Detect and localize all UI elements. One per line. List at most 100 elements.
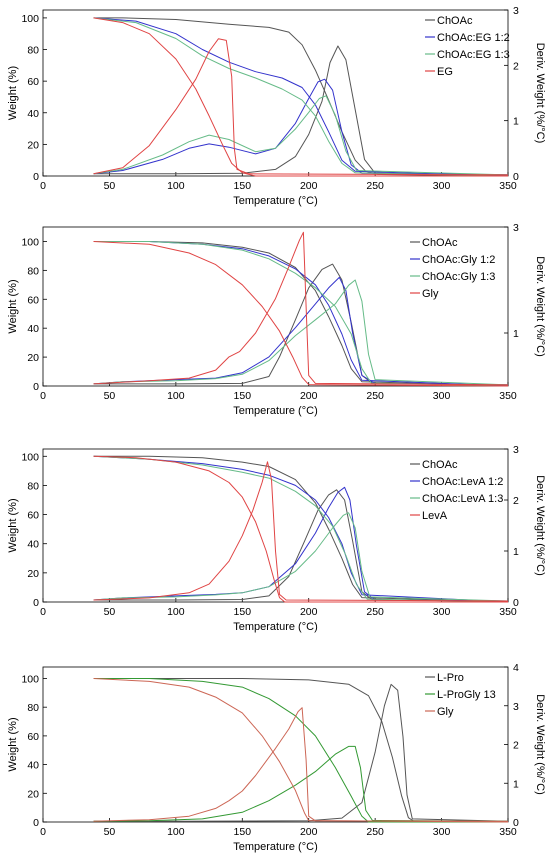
weight-line [93, 678, 508, 823]
y-tick-label: 100 [21, 13, 39, 25]
weight-line [93, 17, 509, 177]
x-tick-label: 150 [234, 606, 252, 618]
plot-frame [42, 448, 509, 603]
legend-label: ChOAc:Gly 1:2 [422, 254, 495, 266]
x-tick-label: 50 [104, 390, 116, 402]
y2-tick-label: 4 [513, 662, 519, 674]
weight-line [93, 455, 509, 603]
x-tick-label: 250 [366, 606, 384, 618]
y2-tick-label: 0 [513, 597, 519, 609]
x-tick-label: 50 [104, 606, 116, 618]
y2-tick-label: 1 [513, 546, 519, 558]
y2-tick-label: 2 [513, 495, 519, 507]
chart-panel-4: 0 50 100 150 200 250 300 35002040608010001234Te… [7, 662, 546, 853]
y-tick-label: 60 [27, 731, 39, 743]
deriv-line [93, 745, 509, 822]
legend-label: Gly [437, 706, 454, 718]
x-tick-label: 300 [433, 180, 451, 192]
series-4 [93, 17, 509, 177]
x-tick-label: 100 [167, 826, 185, 838]
deriv-line [93, 45, 509, 176]
weight-line [93, 678, 509, 823]
series-2 [93, 455, 509, 603]
series-3 [93, 455, 509, 603]
y-tick-label: 80 [27, 45, 39, 57]
y2-tick-label: 3 [513, 5, 519, 17]
series-3 [93, 17, 509, 177]
y-tick-label: 20 [27, 788, 39, 800]
y-axis-label: Weight (%) [7, 717, 19, 771]
y-tick-label: 80 [27, 480, 39, 492]
deriv-line [93, 489, 509, 602]
weight-line [93, 455, 509, 603]
deriv-line [93, 486, 509, 602]
x-tick-label: 300 [433, 390, 451, 402]
x-tick-label: 250 [366, 390, 384, 402]
series-4 [93, 231, 509, 387]
legend: L-Pro L-ProGly 13 Gly [425, 672, 496, 718]
y-tick-label: 20 [27, 352, 39, 364]
x-tick-label: 350 [499, 180, 517, 192]
weight-line [93, 455, 509, 603]
y2-tick-label: 3 [513, 444, 519, 456]
legend-label: L-ProGly 13 [437, 689, 496, 701]
weight-line [93, 17, 509, 177]
y-tick-label: 80 [27, 702, 39, 714]
weight-line [93, 678, 508, 823]
x-tick-label: 250 [366, 826, 384, 838]
plot-frame [42, 226, 509, 387]
y2-axis-label: Deriv. Weight (%/°C) [534, 694, 546, 795]
weight-line [93, 241, 509, 387]
x-tick-label: 250 [366, 180, 384, 192]
y-tick-label: 60 [27, 294, 39, 306]
legend-label: ChOAc:LevA 1:2 [422, 476, 503, 488]
x-axis-label: Temperature (°C) [233, 621, 317, 633]
x-tick-label: 300 [433, 606, 451, 618]
x-axis-label: Temperature (°C) [233, 841, 317, 853]
weight-line [93, 17, 508, 177]
x-tick-label: 300 [433, 826, 451, 838]
y-tick-label: 100 [21, 673, 39, 685]
x-tick-label: 200 [300, 390, 318, 402]
x-tick-label: 50 [104, 180, 116, 192]
x-tick-label: 100 [167, 390, 185, 402]
y2-tick-label: 0 [513, 817, 519, 829]
y2-tick-label: 0 [513, 171, 519, 183]
x-tick-label: 100 [167, 180, 185, 192]
deriv-line [93, 231, 509, 386]
series-1 [93, 455, 509, 603]
y2-tick-label: 1 [513, 116, 519, 128]
series-3 [93, 678, 509, 823]
y-tick-label: 80 [27, 265, 39, 277]
y-tick-label: 0 [33, 597, 39, 609]
legend: ChOAc ChOAc:EG 1:2 ChOAc:EG 1:3 EG [425, 15, 510, 78]
deriv-line [93, 78, 509, 176]
legend: ChOAc ChOAc:LevA 1:2 ChOAc:LevA 1:3 LevA [410, 459, 503, 522]
x-tick-label: 100 [167, 606, 185, 618]
legend-label: Gly [422, 288, 439, 300]
x-tick-label: 150 [234, 390, 252, 402]
x-tick-label: 0 [40, 826, 46, 838]
y-tick-label: 20 [27, 568, 39, 580]
deriv-line [93, 461, 509, 602]
y2-tick-label: 1 [513, 328, 519, 340]
chart-panel-2: 0 50 100 150 200 250 300 350 0 20 40 60 80 100 1 3 Tempe… [7, 222, 546, 417]
x-tick-label: 350 [499, 606, 517, 618]
y-axis-label: Weight (%) [7, 66, 19, 120]
y-tick-label: 100 [21, 236, 39, 248]
y-tick-label: 60 [27, 510, 39, 522]
chart-panel-3: 0 50 100 150 200 250 300 3500204060801000123Tem… [7, 444, 546, 633]
legend-label: EG [437, 66, 453, 78]
x-axis-label: Temperature (°C) [233, 195, 317, 207]
series-4 [93, 455, 509, 603]
y2-axis-label: Deriv. Weight (%/°C) [534, 43, 546, 144]
weight-line [93, 17, 509, 177]
legend-label: ChOAc:EG 1:2 [437, 32, 510, 44]
deriv-line [93, 512, 509, 602]
y2-tick-label: 2 [513, 740, 519, 752]
legend-label: LevA [422, 510, 448, 522]
x-tick-label: 0 [40, 390, 46, 402]
y-tick-label: 20 [27, 139, 39, 151]
deriv-line [93, 95, 509, 176]
